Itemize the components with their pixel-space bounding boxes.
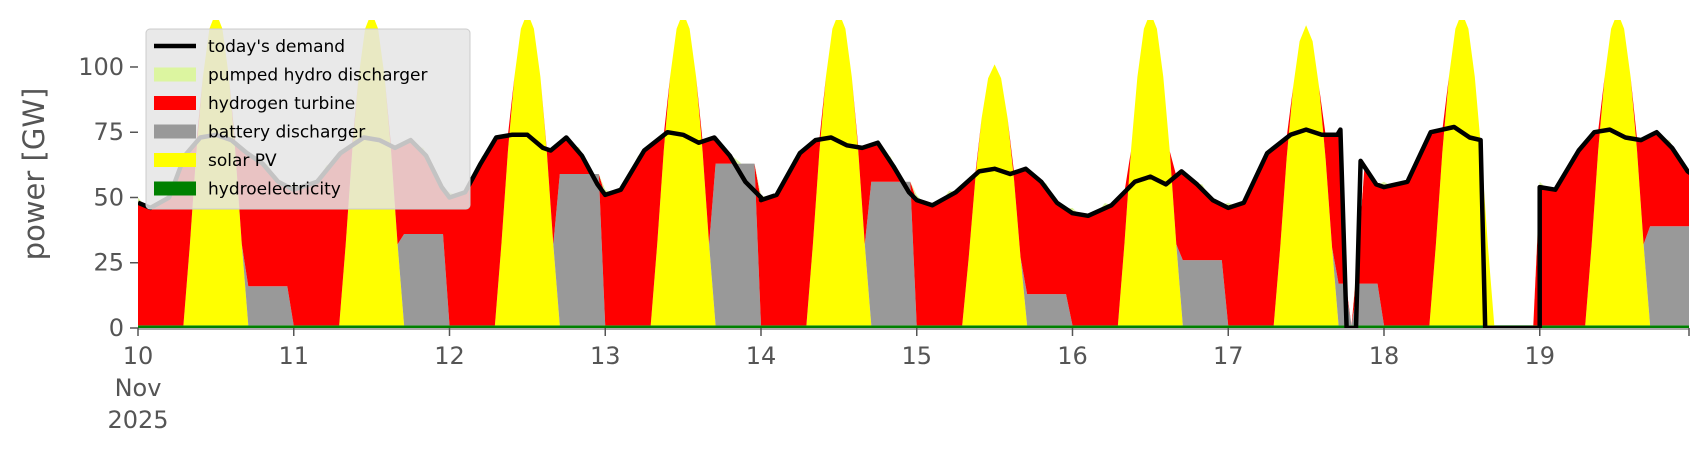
legend-label: today's demand [208,37,345,57]
y-tick-label: 75 [93,118,124,146]
x-tick-label: 11 [278,342,309,370]
legend-swatch [154,67,196,82]
legend-label: hydrogen turbine [208,94,355,114]
legend: today's demand pumped hydro discharger hyd… [145,28,471,210]
x-tick-label: 15 [901,342,932,370]
legend-swatch [154,153,196,167]
x-tick-sublabel: Nov [115,374,162,402]
area-hydrogen-turbine [138,20,1689,326]
legend-swatch [154,181,196,196]
y-tick-label: 50 [93,183,124,211]
x-tick-label: 14 [746,342,777,370]
x-tick-label: 16 [1057,342,1088,370]
legend-swatch [154,96,196,110]
x-tick-label: 10 [123,342,154,370]
x-tick-label: 12 [434,342,465,370]
area-solar-pv [138,20,1689,326]
y-tick-label: 0 [109,314,124,342]
legend-box [145,28,471,210]
legend-label: pumped hydro discharger [208,66,427,86]
y-axis-label: power [GW] [17,88,51,261]
legend-label: hydroelectricity [208,180,341,200]
x-tick-label: 19 [1524,342,1555,370]
area-hydroelectricity [138,325,1689,328]
y-tick-label: 25 [93,249,124,277]
x-tick-label: 18 [1369,342,1400,370]
x-tick-label: 13 [590,342,621,370]
x-tick-sublabel: 2025 [107,406,168,434]
y-tick-label: 100 [78,53,124,81]
legend-label: solar PV [208,151,277,171]
area-battery-discharger [138,20,1689,326]
axes: 0 25 50 75 100 10 Nov 2025 11 12 13 14 15 16 17 18 19 [78,53,1690,434]
plot-area [138,20,1689,328]
x-tick-label: 17 [1213,342,1244,370]
legend-swatch [154,124,196,139]
legend-label: battery discharger [208,123,365,143]
